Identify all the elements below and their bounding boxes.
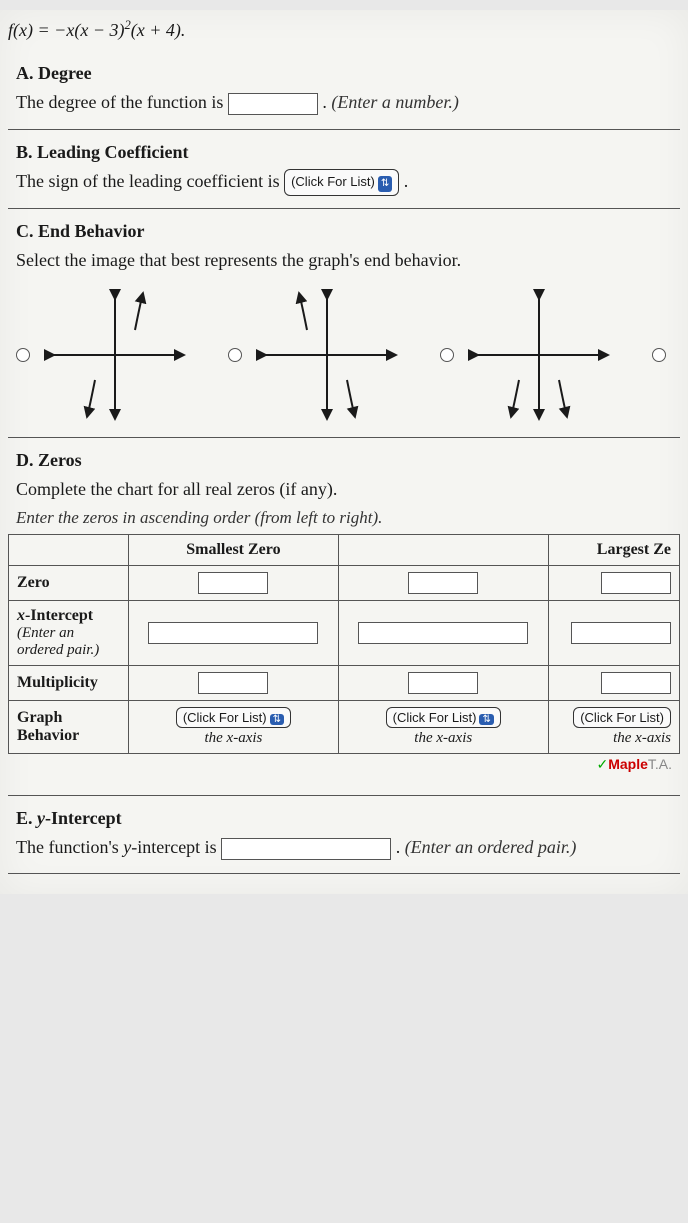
degree-input[interactable]: [228, 93, 318, 115]
dropdown-icon: ⇅: [479, 714, 493, 725]
dropdown-icon: ⇅: [378, 176, 392, 192]
zeros-table: Smallest Zero Largest Ze Zero x-Intercep…: [8, 534, 680, 754]
section-d-hint: Enter the zeros in ascending order (from…: [16, 508, 672, 528]
section-degree: A. Degree The degree of the function is …: [8, 51, 680, 130]
xint-3-input[interactable]: [571, 622, 671, 644]
leading-coeff-select[interactable]: (Click For List)⇅: [284, 169, 399, 196]
y-intercept-input[interactable]: [221, 838, 391, 860]
yint-text-after: .: [396, 837, 405, 857]
axis-label-2: the x-axis: [347, 730, 540, 747]
leading-text-before: The sign of the leading coefficient is: [16, 171, 284, 191]
end-behavior-radio-2[interactable]: [228, 348, 242, 362]
section-zeros: D. Zeros Complete the chart for all real…: [8, 438, 680, 785]
table-header-smallest: Smallest Zero: [129, 534, 339, 565]
section-d-title: D. Zeros: [16, 450, 672, 471]
mult-2-input[interactable]: [408, 672, 478, 694]
table-header-mid: [338, 534, 548, 565]
mult-1-input[interactable]: [198, 672, 268, 694]
section-a-title: A. Degree: [16, 63, 672, 84]
axis-label-3: the x-axis: [557, 730, 671, 747]
section-leading-coeff: B. Leading Coefficient The sign of the l…: [8, 130, 680, 209]
axis-label-1: the x-axis: [137, 730, 330, 747]
section-end-behavior: C. End Behavior Select the image that be…: [8, 209, 680, 438]
row-mult-label: Multiplicity: [9, 665, 129, 700]
end-behavior-radio-3[interactable]: [440, 348, 454, 362]
function-formula: f(x) = −x(x − 3)2(x + 4).: [0, 18, 688, 51]
dropdown-icon: ⇅: [270, 714, 284, 725]
end-behavior-diagram-3: [464, 285, 614, 425]
xint-1-input[interactable]: [148, 622, 318, 644]
degree-hint: (Enter a number.): [331, 92, 458, 112]
graph-behavior-1-select[interactable]: (Click For List)⇅: [176, 707, 291, 728]
row-xint-label: x-Intercept (Enter an ordered pair.): [9, 600, 129, 665]
mult-3-input[interactable]: [601, 672, 671, 694]
end-behavior-diagram-1: [40, 285, 190, 425]
degree-text-before: The degree of the function is: [16, 92, 228, 112]
row-zero-label: Zero: [9, 565, 129, 600]
table-header-largest: Largest Ze: [548, 534, 679, 565]
end-behavior-radio-4[interactable]: [652, 348, 666, 362]
section-e-title: E. y-Intercept: [16, 808, 672, 829]
yint-text-before: The function's y-intercept is: [16, 837, 221, 857]
section-y-intercept: E. y-Intercept The function's y-intercep…: [8, 795, 680, 875]
section-b-title: B. Leading Coefficient: [16, 142, 672, 163]
section-c-text: Select the image that best represents th…: [16, 246, 672, 275]
graph-behavior-3-select[interactable]: (Click For List): [573, 707, 671, 728]
xint-2-input[interactable]: [358, 622, 528, 644]
section-d-text: Complete the chart for all real zeros (i…: [16, 475, 672, 504]
table-header-blank: [9, 534, 129, 565]
maple-ta-watermark: ✓MapleT.A.: [8, 756, 680, 773]
zero-3-input[interactable]: [601, 572, 671, 594]
section-c-title: C. End Behavior: [16, 221, 672, 242]
zero-1-input[interactable]: [198, 572, 268, 594]
graph-behavior-2-select[interactable]: (Click For List)⇅: [386, 707, 501, 728]
leading-text-after: .: [404, 171, 409, 191]
end-behavior-radio-1[interactable]: [16, 348, 30, 362]
yint-hint: (Enter an ordered pair.): [405, 837, 577, 857]
row-graph-label: Graph Behavior: [9, 700, 129, 753]
zero-2-input[interactable]: [408, 572, 478, 594]
end-behavior-diagram-2: [252, 285, 402, 425]
